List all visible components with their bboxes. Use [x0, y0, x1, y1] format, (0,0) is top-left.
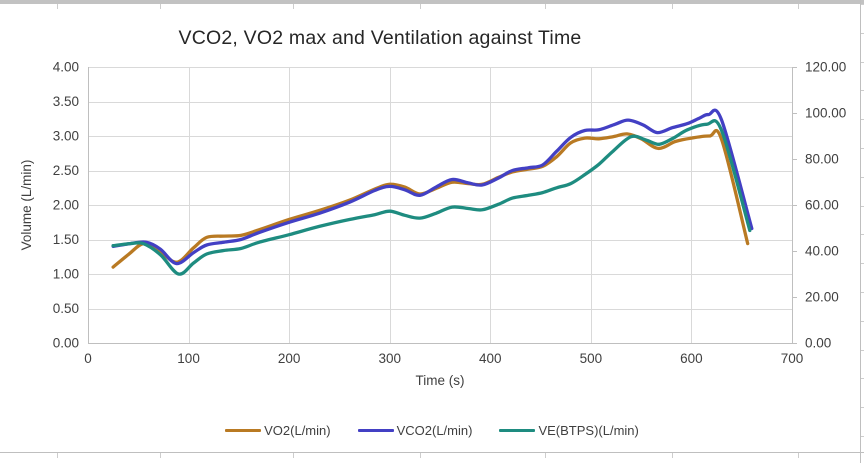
gridlines: [88, 67, 792, 343]
spreadsheet-row-border: [861, 90, 864, 91]
spreadsheet-row-border: [861, 206, 864, 207]
y-right-tick-label: 100.00: [805, 106, 846, 121]
spreadsheet-column-border: [798, 4, 799, 9]
y-left-tick-label: 3.50: [53, 94, 79, 109]
legend-line-swatch: [357, 428, 394, 433]
spreadsheet-row-border: [861, 4, 864, 5]
y-right-tick-label: 40.00: [805, 244, 839, 259]
spreadsheet-row-border: [861, 407, 864, 408]
spreadsheet-row-border: [861, 177, 864, 178]
spreadsheet-column-border: [57, 453, 58, 458]
spreadsheet-column-border: [57, 4, 58, 9]
y-left-tick-label: 4.00: [53, 60, 79, 75]
series-line-vo2-l-min-[interactable]: [111, 128, 750, 269]
spreadsheet-column-border: [545, 4, 546, 9]
spreadsheet-row-border: [861, 119, 864, 120]
series-line-vco2-l-min-[interactable]: [111, 108, 754, 266]
x-tick-label: 400: [479, 351, 502, 366]
spreadsheet-bottom-gridline: [0, 452, 864, 453]
y-right-tick-label: 80.00: [805, 152, 839, 167]
legend-label: VO2(L/min): [264, 423, 331, 438]
spreadsheet-column-border: [545, 453, 546, 458]
legend-item-vco2-l-min-[interactable]: VCO2(L/min): [357, 423, 473, 438]
legend-line-swatch: [225, 428, 262, 433]
y-left-tick-label: 2.00: [53, 198, 79, 213]
spreadsheet-top-gridline: [0, 0, 864, 4]
chart-legend: VO2(L/min) VCO2(L/min) VE(BTPS)(L/min): [0, 423, 864, 438]
legend-line-swatch: [499, 428, 536, 433]
spreadsheet-row-border: [861, 33, 864, 34]
legend-label: VE(BTPS)(L/min): [538, 423, 639, 438]
y-right-tick-label: 20.00: [805, 290, 839, 305]
spreadsheet-column-border: [420, 4, 421, 9]
y-right-tick-label: 60.00: [805, 198, 839, 213]
spreadsheet-row-border: [861, 436, 864, 437]
x-tick-label: 200: [278, 351, 301, 366]
spreadsheet-column-border: [293, 453, 294, 458]
tick-labels: 0.00 0.50 1.00 1.50 2.00 2.50 3.00 3.50 4.00 0.00…: [53, 60, 847, 367]
spreadsheet-column-border: [293, 4, 294, 9]
legend-label: VCO2(L/min): [396, 423, 473, 438]
spreadsheet-row-border: [861, 350, 864, 351]
x-tick-label: 600: [680, 351, 703, 366]
spreadsheet-row-border: [861, 263, 864, 264]
chart-title: VCO2, VO2 max and Ventilation against Ti…: [178, 27, 582, 49]
spreadsheet-row-border: [861, 321, 864, 322]
x-tick-label: 500: [580, 351, 603, 366]
x-tick-label: 700: [781, 351, 804, 366]
y-left-tick-label: 0.00: [53, 336, 79, 351]
spreadsheet-column-border: [672, 453, 673, 458]
x-axis-title: Time (s): [415, 373, 465, 388]
spreadsheet-row-border: [861, 378, 864, 379]
y-left-tick-label: 1.50: [53, 232, 79, 247]
y-left-tick-label: 0.50: [53, 301, 79, 316]
y-right-tick-label: 120.00: [805, 60, 846, 75]
spreadsheet-right-gridline: [860, 0, 861, 463]
y-left-tick-label: 2.50: [53, 163, 79, 178]
x-tick-label: 100: [177, 351, 200, 366]
y-left-tick-label: 1.00: [53, 267, 79, 282]
y-right-tick-label: 0.00: [805, 336, 831, 351]
legend-item-ve-btps-l-min-[interactable]: VE(BTPS)(L/min): [499, 423, 639, 438]
spreadsheet-row-border: [861, 62, 864, 63]
spreadsheet-column-border: [798, 453, 799, 458]
legend-item-vo2-l-min-[interactable]: VO2(L/min): [225, 423, 331, 438]
spreadsheet-row-border: [861, 148, 864, 149]
y-axis-title: Volume (L/min): [19, 159, 34, 251]
x-tick-label: 0: [84, 351, 92, 366]
y-left-tick-label: 3.00: [53, 129, 79, 144]
spreadsheet-row-border: [861, 234, 864, 235]
spreadsheet-column-border: [160, 4, 161, 9]
spreadsheet-column-border: [420, 453, 421, 458]
spreadsheet-row-border: [861, 292, 864, 293]
spreadsheet-column-border: [672, 4, 673, 9]
axis-lines: [88, 67, 797, 344]
spreadsheet-column-border: [160, 453, 161, 458]
series-line-ve-btps-l-min-[interactable]: [111, 119, 752, 276]
x-tick-label: 300: [378, 351, 401, 366]
